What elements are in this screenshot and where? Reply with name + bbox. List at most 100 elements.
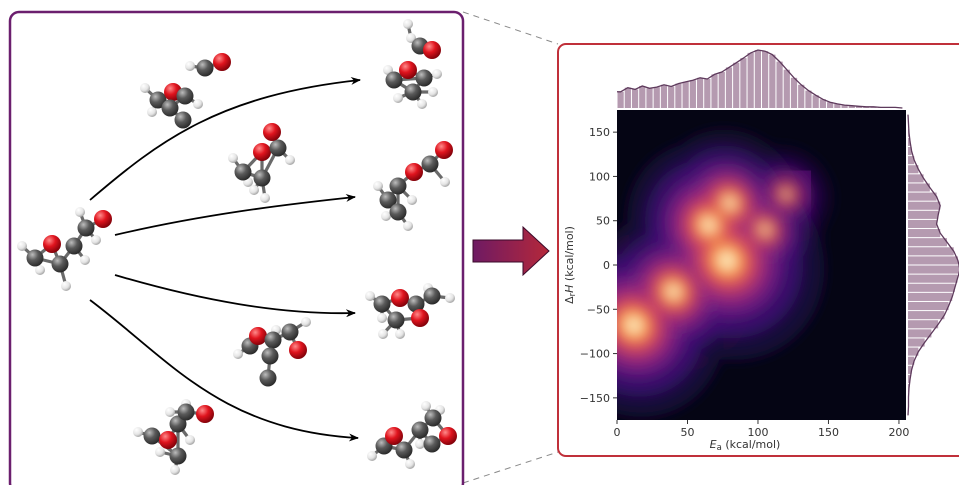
- hydrogen-atom: [285, 155, 295, 165]
- hydrogen-atom: [35, 265, 45, 275]
- carbon-atom: [161, 99, 179, 117]
- carbon-atom: [385, 71, 403, 89]
- x-histogram-bar: [769, 54, 776, 108]
- x-histogram-bar: [819, 99, 827, 108]
- carbon-atom: [415, 69, 433, 87]
- carbon-atom: [281, 323, 299, 341]
- carbon-atom: [169, 447, 187, 465]
- hydrogen-atom: [428, 87, 438, 97]
- x-histogram-bar: [798, 84, 805, 108]
- oxygen-atom: [249, 327, 267, 345]
- y-histogram-bar: [908, 229, 941, 238]
- reaction-panel: [8, 10, 465, 485]
- y-histogram-bar: [908, 311, 945, 320]
- hydrogen-atom: [249, 185, 259, 195]
- x-histogram-bar: [682, 81, 689, 108]
- carbon-atom: [373, 295, 391, 313]
- x-histogram-bar: [827, 102, 834, 108]
- y-histogram-bar: [908, 374, 911, 384]
- density-contour: [725, 198, 735, 208]
- y-histogram-bar: [908, 265, 959, 274]
- y-tick-label: −150: [580, 392, 610, 405]
- carbon-atom: [389, 177, 407, 195]
- y-histogram-bar: [908, 174, 924, 183]
- x-histogram-bar: [631, 89, 639, 108]
- carbon-atom: [261, 347, 279, 365]
- carbon-atom: [423, 287, 441, 305]
- hydrogen-atom: [17, 241, 27, 251]
- oxygen-atom: [405, 163, 423, 181]
- x-histogram-bar: [805, 90, 812, 108]
- hydrogen-atom: [170, 465, 180, 475]
- hydrogen-atom: [403, 221, 413, 231]
- y-tick-label: 100: [589, 170, 610, 183]
- x-tick-label: 200: [888, 426, 909, 439]
- y-tick-label: 50: [596, 215, 610, 228]
- x-histogram-bar: [740, 58, 747, 108]
- hydrogen-atom: [421, 401, 431, 411]
- y-histogram-bar: [908, 301, 949, 311]
- x-histogram-bar: [624, 87, 631, 108]
- y-histogram-bar: [908, 156, 915, 165]
- oxygen-atom: [263, 123, 281, 141]
- carbon-atom: [379, 191, 397, 209]
- zoom-line-bottom: [462, 451, 559, 484]
- y-axis-label: ΔrH (kcal/mol): [563, 226, 578, 304]
- density-contour: [668, 286, 679, 297]
- hydrogen-atom: [147, 107, 157, 117]
- carbon-atom: [259, 369, 277, 387]
- x-histogram-bar: [841, 105, 848, 108]
- oxygen-atom: [411, 309, 429, 327]
- hydrogen-atom: [80, 255, 90, 265]
- x-histogram-bar: [733, 62, 740, 108]
- density-layer: [617, 177, 803, 356]
- carbon-atom: [269, 139, 287, 157]
- carbon-atom: [407, 295, 425, 313]
- y-histogram-bar: [908, 356, 915, 365]
- zoom-line-top: [462, 11, 559, 45]
- density-contour: [628, 319, 640, 331]
- x-histogram-bar: [725, 67, 733, 108]
- x-histogram-bar: [855, 106, 863, 108]
- hydrogen-atom: [301, 317, 311, 327]
- reaction-arrows: [89, 76, 361, 442]
- hydrogen-atom: [61, 281, 71, 291]
- product-molecule-2: [373, 141, 453, 231]
- carbon-atom: [77, 219, 95, 237]
- oxygen-atom: [213, 53, 231, 71]
- hydrogen-atom: [417, 99, 427, 109]
- ts-molecule-3: [233, 317, 311, 387]
- x-histogram-bar: [812, 95, 819, 108]
- x-axis-label: Ea (kcal/mol): [710, 438, 781, 453]
- x-histogram-bar: [711, 74, 718, 108]
- x-kde-curve: [616, 49, 903, 109]
- hydrogen-atom: [367, 451, 377, 461]
- carbon-atom: [196, 59, 214, 77]
- x-histogram-bar: [653, 87, 660, 108]
- reaction-arrow-2: [114, 193, 356, 236]
- x-histogram-bar: [790, 77, 798, 108]
- density-contour: [783, 191, 790, 198]
- oxygen-atom: [43, 235, 61, 253]
- transition-arrow: [472, 225, 550, 277]
- reaction-arrow-3: [114, 274, 356, 318]
- y-histogram-bar: [908, 183, 930, 192]
- y-tick-label: 0: [603, 259, 610, 272]
- oxygen-atom: [435, 141, 453, 159]
- carbon-atom: [264, 331, 282, 349]
- x-histogram-bar: [834, 103, 841, 108]
- density-contour: [761, 225, 769, 234]
- x-histogram-bar: [696, 77, 704, 108]
- hydrogen-atom: [228, 153, 238, 163]
- hydrogen-atom: [445, 293, 455, 303]
- hydrogen-atom: [133, 427, 143, 437]
- x-histogram-bar: [754, 50, 761, 108]
- density-layer: [617, 183, 797, 346]
- hydrogen-atom: [185, 435, 195, 445]
- y-histogram-bar: [908, 192, 937, 201]
- hydrogen-atom: [378, 329, 388, 339]
- oxygen-atom: [399, 61, 417, 79]
- density-contour: [720, 254, 734, 267]
- axis-ticks: 0 50 100 150 200 −150 −100 −50 0 50 100 150: [580, 126, 910, 439]
